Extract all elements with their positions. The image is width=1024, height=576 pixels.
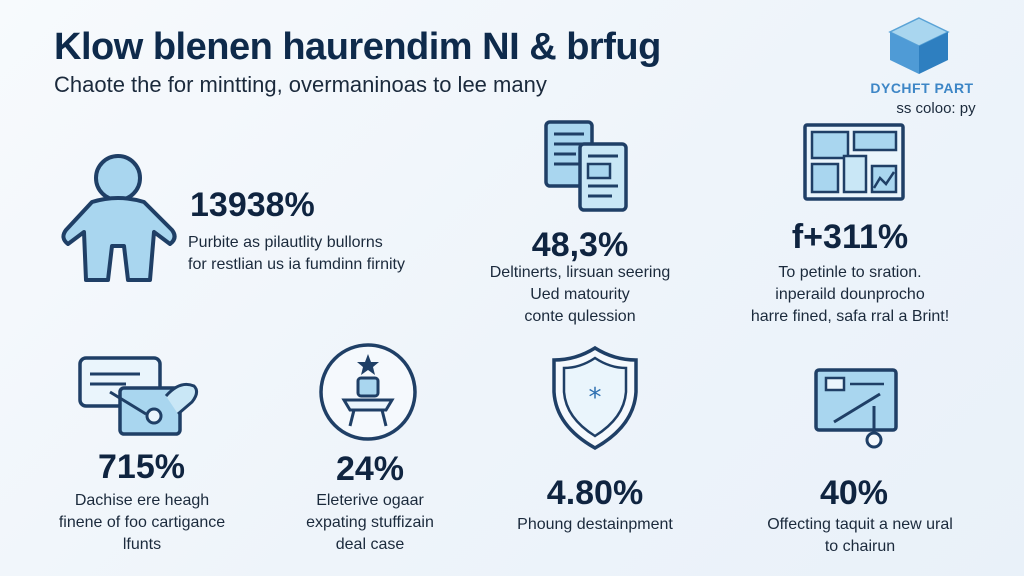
svg-text:*: * <box>589 383 602 413</box>
trophy-icon <box>319 343 417 441</box>
stat-description-line: Eleterive ogaar <box>316 492 424 509</box>
stat-description-line: inperaild dounprocho <box>775 286 925 303</box>
stat-description-line: lfunts <box>122 536 162 553</box>
stat-description-line: Deltinerts, lirsuan seering <box>489 264 671 281</box>
card-hand-icon <box>78 356 199 436</box>
brand-logo: DYCHFT PART ss coloo: py <box>852 14 992 117</box>
person-icon <box>61 154 177 282</box>
stat-description-line: for restlian us ia fumdinn firnity <box>188 256 405 273</box>
logo-tagline: ss coloo: py <box>896 100 976 117</box>
dashboard-icon <box>803 123 905 201</box>
stat-value: 4.80% <box>546 474 644 512</box>
stat-value: 40% <box>819 474 889 512</box>
stat-description-line: Phoung destainpment <box>517 516 673 533</box>
stat-value: f+311% <box>791 218 909 256</box>
stat-value: 24% <box>335 450 405 488</box>
stat-description-line: deal case <box>335 536 405 553</box>
shield-icon: * <box>552 345 638 451</box>
page-subtitle: Chaote the for mintting, overmaninoas to… <box>54 72 547 97</box>
cube-icon <box>888 17 950 74</box>
stat-description-line: to chairun <box>824 538 896 555</box>
stat-description-line: Dachise ere heagh <box>74 492 210 509</box>
stat-description-line: Purbite as pilautlity bullorns <box>188 234 383 251</box>
stat-description-line: conte qulession <box>524 308 636 325</box>
page-title: Klow blenen haurendim NI & brfug <box>54 26 661 68</box>
stat-value: 48,3% <box>531 226 629 264</box>
stat-description-line: Offecting taquit a new ural <box>767 516 953 533</box>
stat-description-line: finene of foo cartigance <box>58 514 226 531</box>
stat-description-line: harre fined, safa rral a Brint! <box>750 308 950 325</box>
stat-description-line: expating stuffizain <box>306 514 434 531</box>
logo-name: DYCHFT PART <box>870 80 974 96</box>
stat-value: 715% <box>98 448 185 486</box>
stat-description-line: Ued matourity <box>530 286 630 303</box>
documents-icon <box>544 120 628 212</box>
laptop-icon <box>814 368 898 449</box>
stat-description-line: To petinle to sration. <box>778 264 922 281</box>
stat-value: 13938% <box>190 186 315 224</box>
